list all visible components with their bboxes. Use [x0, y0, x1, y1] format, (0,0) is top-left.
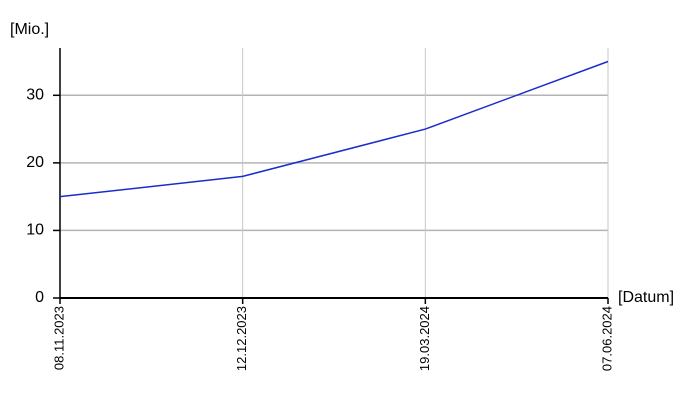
y-tick-label: 10	[26, 222, 44, 239]
x-tick-label: 19.03.2024	[417, 306, 432, 371]
y-tick-label: 20	[26, 154, 44, 171]
y-axis-label: [Mio.]	[10, 21, 49, 38]
y-tick-label: 30	[26, 87, 44, 104]
x-axis-label: [Datum]	[618, 289, 674, 306]
x-tick-label: 12.12.2023	[234, 306, 249, 371]
x-tick-label: 07.06.2024	[599, 306, 614, 371]
y-tick-label: 0	[35, 289, 44, 306]
x-tick-label: 08.11.2023	[51, 306, 66, 370]
data-line	[59, 60, 609, 198]
